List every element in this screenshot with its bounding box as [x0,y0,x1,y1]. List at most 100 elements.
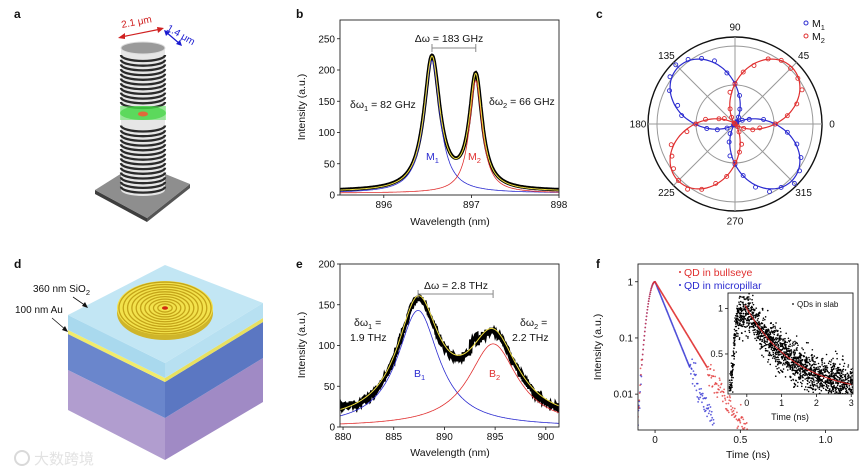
decay-data-point [728,395,731,397]
slab-data-point [797,357,800,359]
decay-data-point [697,400,700,403]
slab-data-point [842,379,845,381]
slab-data-point [792,379,795,381]
slab-data-point [753,329,756,331]
slab-data-point [813,355,816,357]
letter: M [812,31,821,43]
slab-data-point [799,361,801,364]
panel-label-e: e [296,257,303,271]
slab-data-point [747,302,749,305]
slab-data-point [760,345,763,348]
slab-data-point [754,316,757,319]
slab-data-point [768,331,770,333]
slab-data-point [843,385,846,388]
slab-data-point [774,337,777,339]
decay-data-point [706,415,708,418]
slab-data-point [797,365,799,367]
letter: M [812,18,821,30]
slab-data-point [819,369,821,372]
slab-data-point [735,312,738,315]
x-tick-label: 3 [849,398,854,408]
polar-data-point [667,88,672,94]
decay-data-point [712,422,715,425]
slab-data-point [764,316,767,318]
decay-data-point [649,291,652,294]
slab-data-point [818,386,821,389]
mirror-layer [119,82,167,91]
slab-data-point [742,303,745,305]
slab-data-point [806,358,808,360]
decay-data-point [642,348,645,351]
slab-data-point [835,381,837,384]
slab-data-point [752,294,754,297]
slab-data-point [772,337,774,339]
slab-data-point [790,379,793,382]
polar-data-point [778,185,784,190]
slab-data-point [736,307,738,310]
slab-data-point [755,307,758,309]
slab-data-point [797,361,799,364]
m1-fit-line [340,60,559,193]
slab-data-point [795,341,797,344]
polar-data-point [784,129,790,135]
slab-data-point [759,330,762,333]
decay-data-point [710,363,712,366]
letter: M [468,151,477,163]
arrowhead [164,30,170,36]
slab-data-point [834,377,836,380]
base-plate-edge [95,190,147,222]
slab-data-point [835,372,837,375]
slab-data-point [839,372,841,375]
slab-data-point [796,385,799,387]
slab-data-point [804,386,807,388]
slab-data-point [753,331,755,334]
slab-data-point [761,335,764,337]
x-tick-label: 1.0 [819,435,833,446]
decay-data-point [732,409,735,412]
slab-data-point [826,375,829,377]
decay-data-point [716,391,719,394]
slab-data-point [830,361,832,363]
slab-data-point [785,359,787,361]
slab-data-point [739,308,742,311]
slab-data-point [813,381,815,383]
decay-data-point [641,358,644,361]
slab-data-point [748,326,751,328]
x-tick-label: 896 [375,200,392,211]
slab-data-point [787,337,790,340]
slab-data-point [755,313,758,316]
decay-data-point [648,297,650,300]
slab-data-point [736,317,739,320]
decay-data-point [741,416,744,419]
slab-data-point [773,329,776,332]
slab-data-point [730,374,732,376]
slab-data-point [735,351,738,353]
slab-data-point [820,389,823,392]
slab-data-point [784,346,787,349]
slab-data-point [728,389,731,392]
slab-data-point [742,325,744,327]
slab-data-point [804,363,807,366]
b-linewidth2-label: δω2 = 66 GHz [489,96,555,110]
slab-data-point [772,353,775,356]
slab-data-point [832,357,834,360]
slab-data-point [789,376,792,379]
polar-data-point [794,101,800,107]
decay-data-point [739,421,742,424]
slab-data-point [746,296,749,299]
slab-data-point [753,309,756,312]
x-tick-label: 0 [652,435,658,446]
decay-data-point [719,386,722,389]
slab-data-point [825,381,828,383]
slab-data-point [829,381,831,384]
slab-data-point [804,352,806,354]
slab-data-point [731,386,733,388]
slab-data-point [750,318,753,321]
pillar-top [120,41,166,55]
slab-data-point [807,341,809,344]
slab-data-point [739,307,742,310]
slab-data-point [804,378,806,380]
slab-data-point [757,314,760,317]
slab-data-point [780,353,782,356]
slab-data-point [794,352,796,355]
